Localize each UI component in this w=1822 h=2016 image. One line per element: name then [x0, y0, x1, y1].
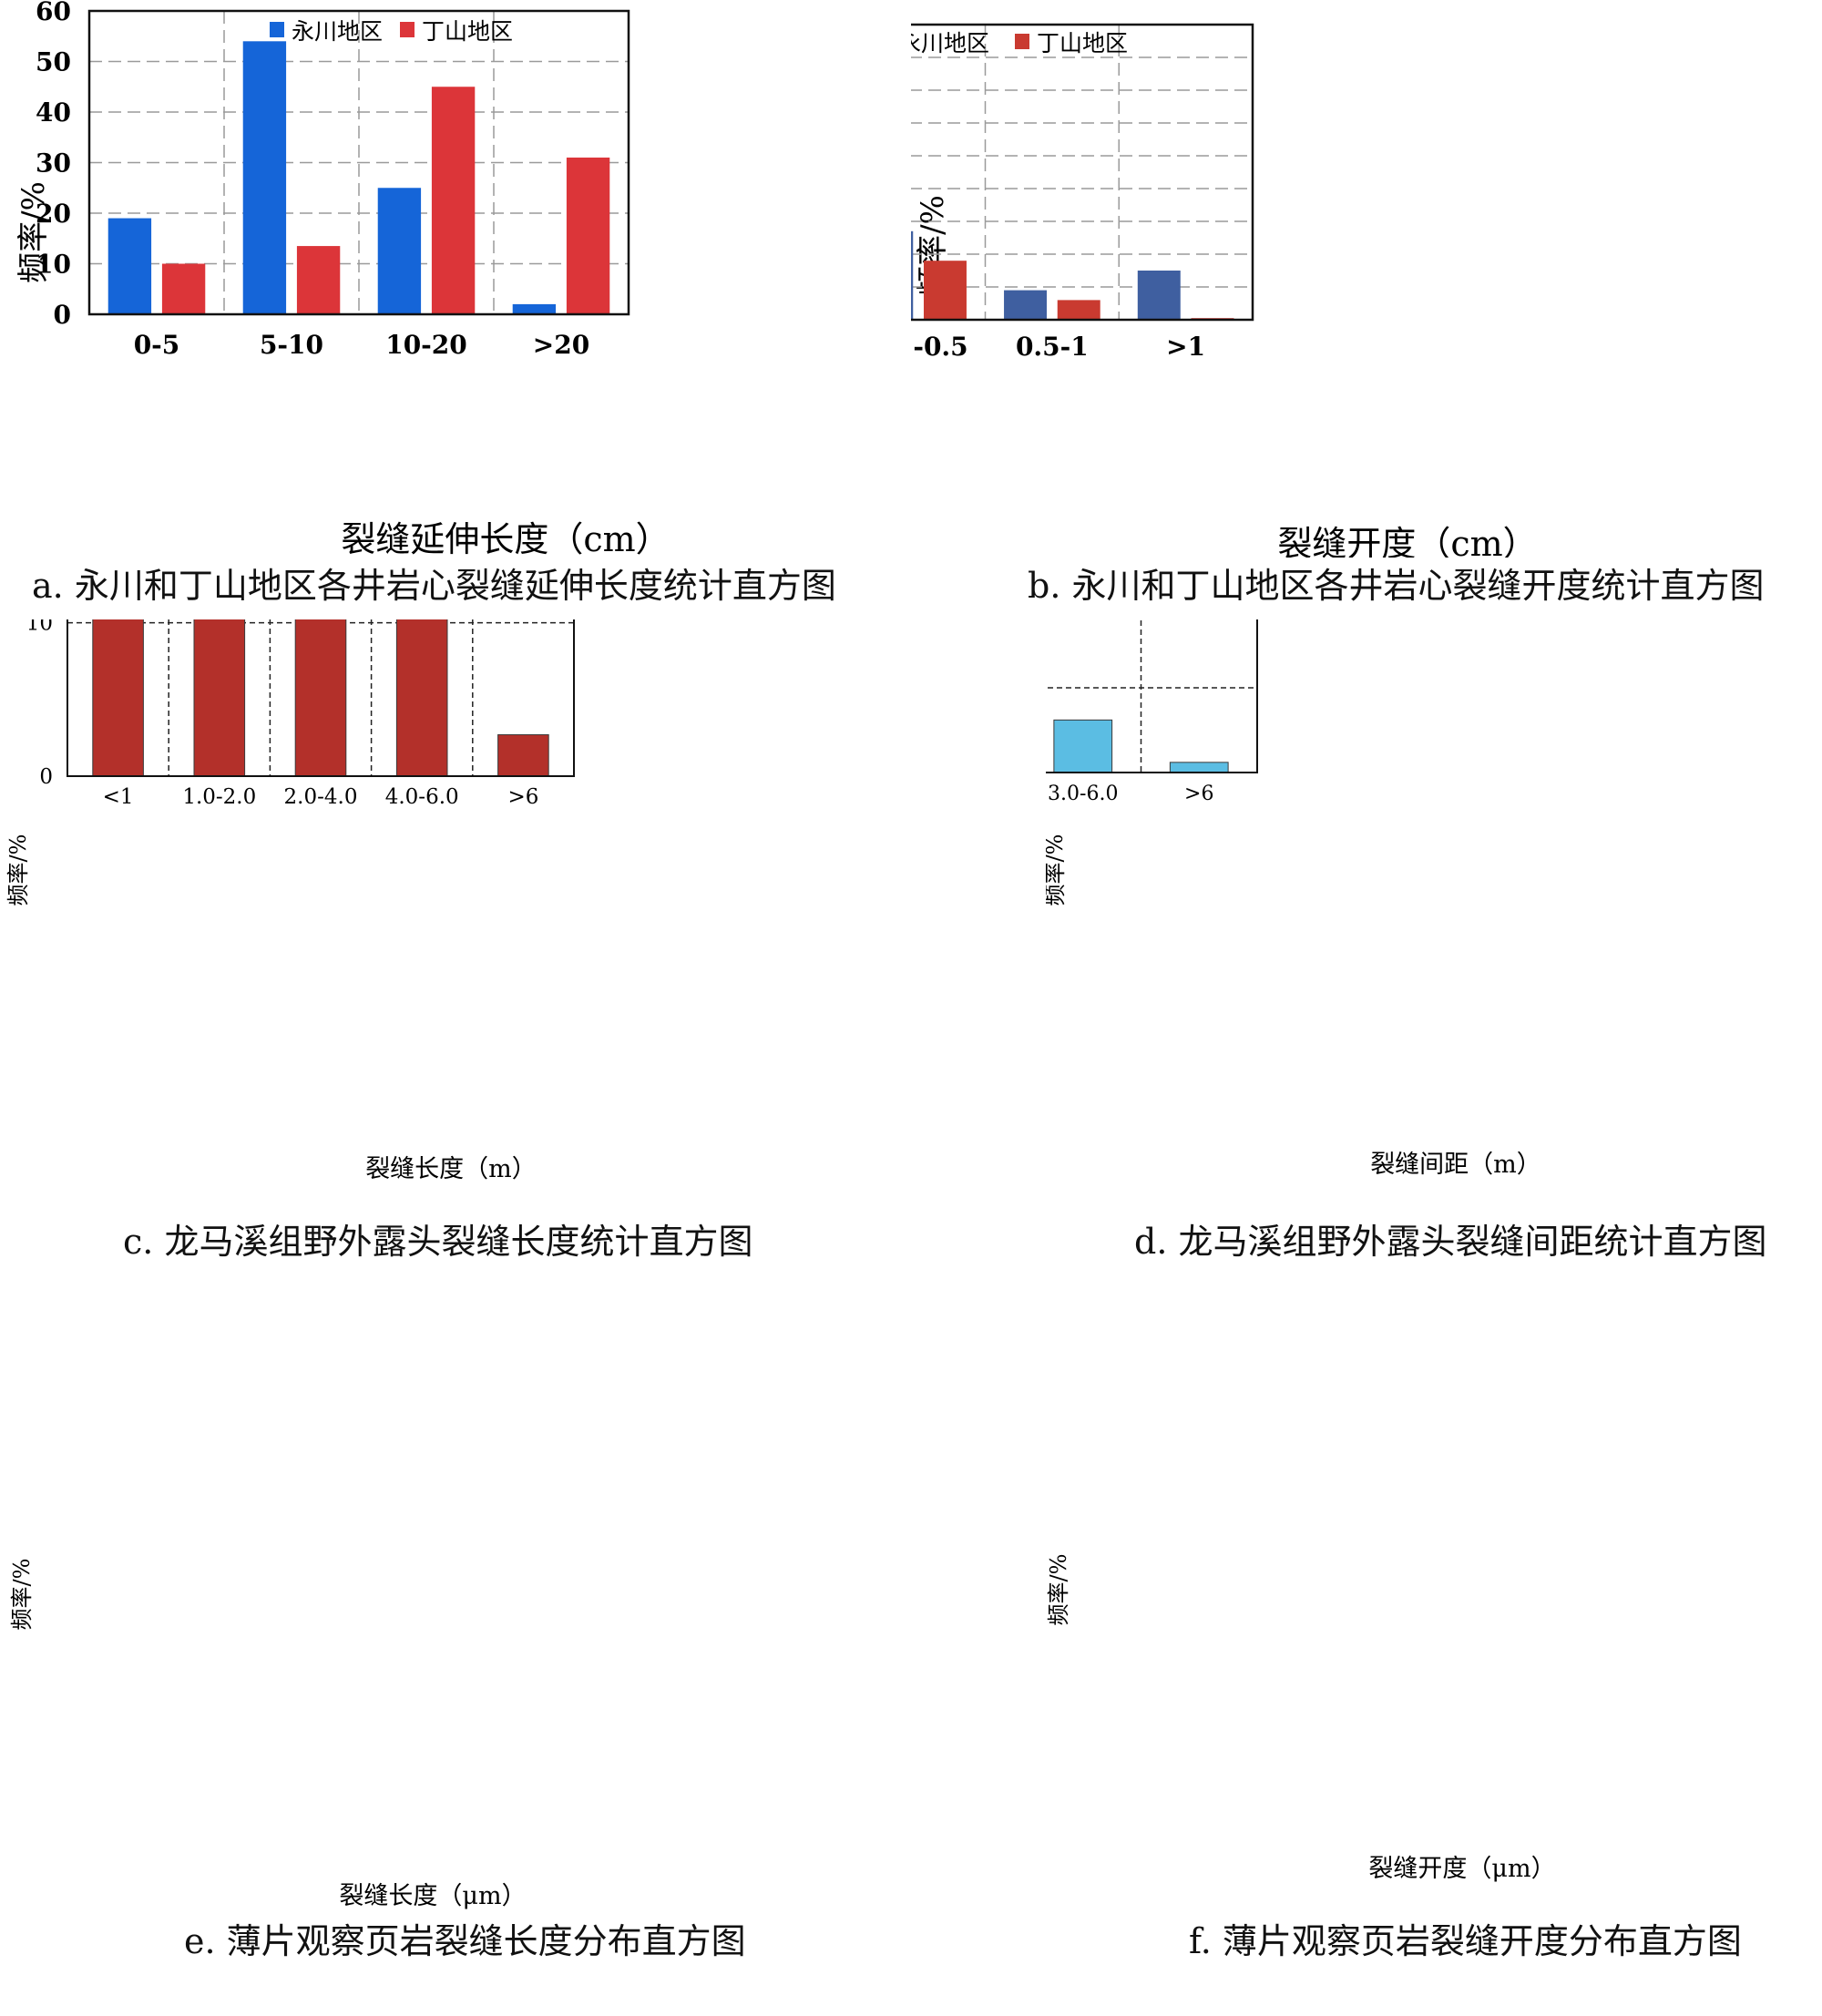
legend-swatch	[400, 22, 415, 37]
plot-frame	[87, 9, 630, 316]
bar	[193, 619, 246, 777]
chart-b: 频率/% 裂缝开度（cm） 0102030405060708090<0.20.2…	[911, 23, 1538, 558]
y-tick-label: 60	[36, 0, 71, 26]
y-tick-label: 10	[26, 619, 53, 636]
x-tick-label: >20	[533, 330, 589, 360]
bar	[296, 246, 341, 314]
plot-frame	[911, 23, 1254, 322]
bar	[92, 619, 144, 777]
bar	[566, 157, 610, 314]
bar	[923, 261, 967, 320]
y-tick-label: 50	[36, 46, 71, 77]
x-tick-label: 0.5-1	[1016, 332, 1089, 362]
plot-frame	[67, 619, 575, 777]
chart-e-xlabel: 裂缝长度（μm）	[339, 1882, 526, 1910]
x-tick-label: 2.0-4.0	[284, 785, 358, 809]
chart-f-xlabel: 裂缝开度（μm）	[1368, 1855, 1555, 1883]
bar	[1169, 762, 1229, 773]
chart-e: 频率/% 裂缝长度（μm） 01020304050<500500-1000100…	[9, 1559, 527, 1910]
bar	[294, 619, 347, 777]
bar	[1057, 300, 1100, 320]
x-tick-label: 10-20	[385, 330, 467, 360]
bar	[1004, 290, 1048, 320]
y-tick-label: 10	[36, 249, 71, 279]
bar	[242, 41, 287, 315]
x-tick-label: >6	[1184, 783, 1213, 805]
x-tick-label: 5-10	[260, 330, 323, 360]
legend-label: 永川地区	[911, 30, 989, 56]
legend-swatch	[1015, 34, 1029, 49]
chart-b-xlabel: 裂缝开度（cm）	[1277, 524, 1537, 558]
legend-label: 丁山地区	[1037, 30, 1128, 56]
bar	[395, 619, 448, 777]
legend-label: 永川地区	[292, 18, 383, 45]
x-tick-label: <1	[103, 785, 134, 809]
chart-f: 频率/% 裂缝开度（μm） 010203040<2020-4040-6060-8…	[1046, 1554, 1556, 1883]
chart-e-caption: e. 薄片观察页岩裂缝长度分布直方图	[184, 1921, 746, 1961]
y-tick-label: 40	[36, 97, 71, 128]
chart-a-xlabel: 裂缝延伸长度（cm）	[341, 519, 670, 558]
chart-d-caption: d. 龙马溪组野外露头裂缝间距统计直方图	[1134, 1222, 1767, 1262]
bar	[512, 303, 557, 314]
chart-f-caption: f. 薄片观察页岩裂缝开度分布直方图	[1189, 1921, 1742, 1961]
bar	[107, 218, 152, 314]
bar	[1137, 271, 1181, 320]
y-tick-label: 20	[36, 199, 71, 229]
x-tick-label: 0-5	[134, 330, 180, 360]
chart-c-xlabel: 裂缝长度（m）	[365, 1155, 537, 1183]
chart-d: 频率/% 裂缝间距（m） 0102030405060708090<11.0-3.…	[1046, 619, 1541, 1179]
bar	[911, 230, 914, 320]
bar	[497, 734, 549, 777]
chart-c-caption: c. 龙马溪组野外露头裂缝长度统计直方图	[123, 1222, 753, 1262]
x-tick-label: 4.0-6.0	[385, 785, 459, 809]
bar	[161, 263, 206, 314]
y-tick-label: 0	[39, 765, 53, 789]
chart-a: 频率/% 裂缝延伸长度（cm） 0 10 20 30 40 50 60 0-5 5-10 10-2…	[15, 0, 670, 558]
chart-f-ylabel: 频率/%	[1046, 1554, 1071, 1626]
x-tick-label: 1.0-2.0	[182, 785, 256, 809]
chart-c-ylabel: 频率/%	[5, 834, 31, 906]
x-tick-label: >6	[507, 785, 538, 809]
bar	[377, 188, 422, 314]
chart-d-ylabel: 频率/%	[1046, 834, 1068, 906]
x-tick-label: 0.2-0.5	[911, 332, 968, 362]
legend-label: 丁山地区	[422, 18, 513, 45]
x-tick-label: 3.0-6.0	[1048, 783, 1118, 805]
x-tick-label: >1	[1166, 332, 1205, 362]
bar	[1053, 719, 1113, 773]
chart-a-ylabel: 频率/%	[15, 181, 52, 283]
chart-c: 频率/% 裂缝长度（m） 01020304050<11.0-2.02.0-4.0…	[5, 619, 575, 1183]
chart-a-caption: a. 永川和丁山地区各井岩心裂缝延伸长度统计直方图	[32, 566, 836, 606]
legend-swatch	[270, 22, 284, 37]
y-tick-label: 30	[36, 148, 71, 178]
chart-e-ylabel: 频率/%	[9, 1559, 35, 1631]
chart-d-xlabel: 裂缝间距（m）	[1370, 1151, 1541, 1179]
chart-b-caption: b. 永川和丁山地区各井岩心裂缝开度统计直方图	[1028, 566, 1765, 606]
bar	[431, 87, 476, 314]
y-tick-label: 0	[54, 300, 71, 330]
